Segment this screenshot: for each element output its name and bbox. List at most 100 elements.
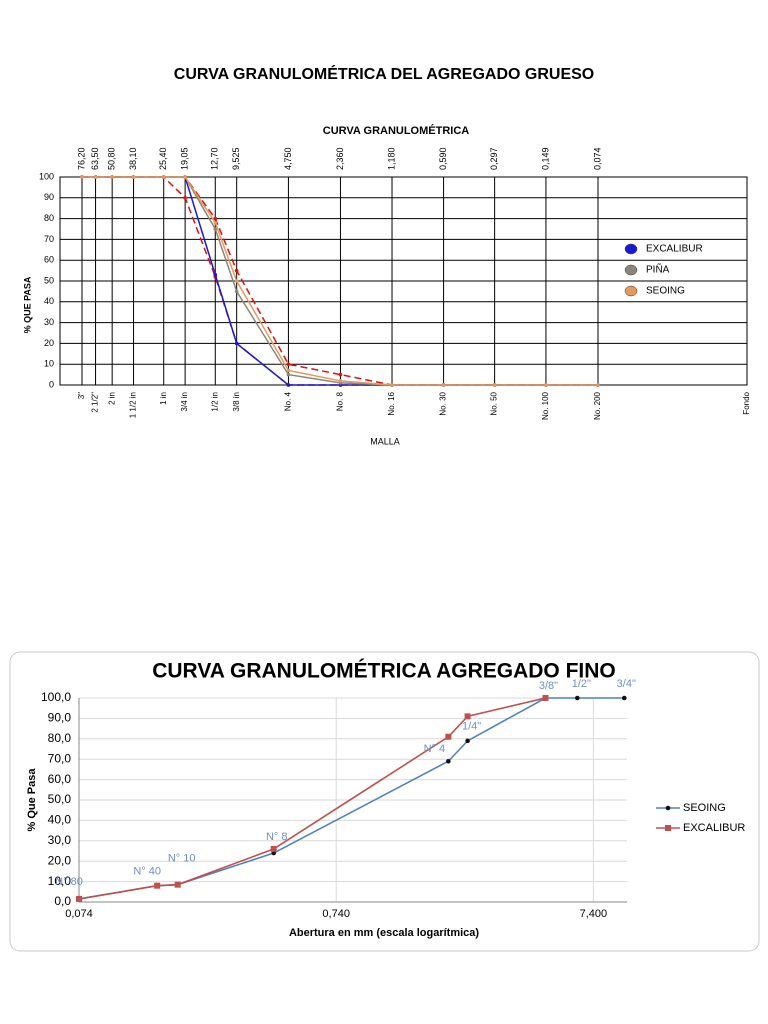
legend-label: SEOING <box>683 802 726 814</box>
data-point <box>286 368 291 373</box>
data-point <box>234 268 239 273</box>
data-point <box>286 372 291 377</box>
legend-marker <box>624 264 638 276</box>
point-label: 1/4" <box>462 721 481 733</box>
x-tick-label: 4,750 <box>283 147 293 170</box>
data-point <box>338 372 343 377</box>
y-tick-label: 20,0 <box>48 853 72 867</box>
x-tick-label: 25,40 <box>158 147 168 170</box>
data-point <box>492 383 497 387</box>
y-axis-label: % Que Pasa <box>26 768 38 832</box>
y-tick-label: 60,0 <box>48 772 72 786</box>
y-tick-label: 30 <box>44 317 54 327</box>
x-category-label: 2 1/2" <box>91 392 100 413</box>
x-tick-label: 0,297 <box>489 147 499 170</box>
data-point <box>338 379 343 383</box>
x-category-label: No. 100 <box>541 391 550 420</box>
data-point <box>93 175 98 179</box>
chart-title: CURVA GRANULOMÉTRICA <box>323 124 470 137</box>
point-label: 1/2" <box>572 678 591 690</box>
legend-marker <box>624 243 638 255</box>
x-category-label: Fondo <box>742 391 751 414</box>
data-point <box>596 383 600 387</box>
data-point <box>286 362 291 367</box>
data-point <box>131 175 136 179</box>
y-tick-label: 0,0 <box>54 894 71 908</box>
x-tick-label: 0,074 <box>592 147 602 170</box>
y-tick-label: 90,0 <box>48 711 72 725</box>
x-tick-label: 0,740 <box>322 908 350 920</box>
data-point <box>542 695 549 701</box>
data-point <box>234 279 239 283</box>
data-point <box>213 216 218 221</box>
chart-title: CURVA GRANULOMÉTRICA AGREGADO FINO <box>152 660 616 683</box>
x-category-label: No. 8 <box>336 391 345 411</box>
x-category-label: No. 50 <box>490 391 499 415</box>
y-tick-label: 10 <box>44 359 54 369</box>
y-tick-label: 100 <box>39 171 54 181</box>
y-tick-label: 100,0 <box>41 690 71 704</box>
data-point <box>213 220 218 225</box>
x-category-label: 1 1/2 in <box>129 392 138 418</box>
y-tick-label: 40,0 <box>48 813 72 827</box>
data-point <box>76 895 82 902</box>
y-tick-label: 70,0 <box>48 751 72 765</box>
y-tick-label: 0 <box>49 379 54 389</box>
y-axis-label: % QUE PASA <box>22 276 32 333</box>
point-label: N° 4 <box>424 743 446 755</box>
data-point <box>234 341 239 346</box>
data-point <box>390 383 394 387</box>
y-tick-label: 70 <box>44 234 54 244</box>
data-point <box>270 845 277 852</box>
point-label: N° 80 <box>55 876 83 888</box>
y-tick-label: 30,0 <box>48 833 72 847</box>
x-tick-label: 9,525 <box>231 147 241 170</box>
legend-marker <box>665 825 671 831</box>
y-tick-label: 20 <box>44 338 54 348</box>
data-point <box>465 738 470 744</box>
data-point <box>441 383 446 387</box>
data-point <box>286 383 291 387</box>
x-tick-label: 0,149 <box>540 147 550 170</box>
x-tick-label: 50,80 <box>107 147 117 170</box>
data-point <box>183 196 187 200</box>
x-category-label: 1/2 in <box>210 392 219 412</box>
point-label: 3/4" <box>617 678 636 690</box>
y-tick-label: 80 <box>44 213 54 223</box>
data-point <box>213 227 218 231</box>
x-category-label: 3/4 in <box>180 392 189 412</box>
x-tick-label: 38,10 <box>128 147 138 170</box>
chart-frame <box>9 651 760 952</box>
x-tick-label: 0,590 <box>438 147 448 170</box>
data-point <box>80 175 84 179</box>
page-title: CURVA GRANULOMÉTRICA DEL AGREGADO GRUESO <box>174 64 594 83</box>
y-tick-label: 40 <box>44 296 54 306</box>
x-category-label: 3/8 in <box>232 392 241 412</box>
y-tick-label: 90 <box>44 192 54 202</box>
x-tick-label: 12,70 <box>210 147 220 170</box>
data-point <box>161 175 166 179</box>
data-point <box>621 695 627 701</box>
x-category-label: 1 in <box>159 392 168 405</box>
data-point <box>110 175 114 179</box>
legend-label: SEOING <box>646 286 685 297</box>
data-point <box>464 713 471 720</box>
data-point <box>213 272 218 277</box>
data-point <box>154 882 161 889</box>
point-label: N° 40 <box>133 866 161 878</box>
legend-label: EXCALIBUR <box>646 244 703 255</box>
x-tick-label: 63,50 <box>90 147 100 170</box>
y-tick-label: 80,0 <box>48 731 72 745</box>
y-tick-label: 50,0 <box>48 792 72 806</box>
data-point <box>445 733 452 740</box>
x-axis-label: Abertura en mm (escala logarítmica) <box>289 927 479 939</box>
legend-label: PIÑA <box>646 263 670 276</box>
x-tick-label: 19,05 <box>179 147 189 170</box>
x-category-label: No. 200 <box>593 391 602 420</box>
x-category-label: No. 4 <box>284 391 293 411</box>
x-tick-label: 1,180 <box>386 147 396 170</box>
x-category-label: 3" <box>77 392 86 399</box>
point-label: 3/8" <box>539 680 558 692</box>
